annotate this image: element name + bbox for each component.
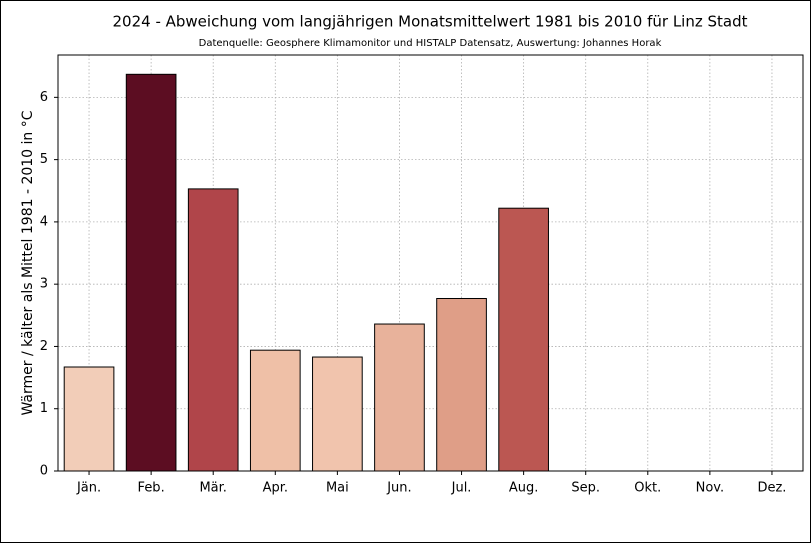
bar bbox=[374, 323, 425, 472]
y-tick-label: 6 bbox=[40, 90, 48, 105]
x-tick-label: Nov. bbox=[696, 481, 725, 496]
y-tick-label: 5 bbox=[40, 152, 48, 167]
x-tick-label: Feb. bbox=[138, 481, 165, 496]
x-tick-label: Apr. bbox=[263, 481, 288, 496]
bar bbox=[498, 207, 549, 472]
bar bbox=[436, 297, 487, 472]
x-tick-label: Dez. bbox=[757, 481, 786, 496]
x-tick-label: Aug. bbox=[509, 481, 539, 496]
y-tick-label: 2 bbox=[40, 339, 48, 354]
x-tick-label: Mär. bbox=[199, 481, 226, 496]
x-tick-label: Jun. bbox=[386, 481, 411, 496]
x-tick-label: Jän. bbox=[76, 481, 101, 496]
x-tick-label: Mai bbox=[326, 481, 349, 496]
y-tick-label: 4 bbox=[40, 214, 48, 229]
y-tick-label: 0 bbox=[40, 464, 48, 479]
bar bbox=[249, 349, 301, 472]
chart-title: 2024 - Abweichung vom langjährigen Monat… bbox=[113, 13, 748, 31]
y-tick-label: 1 bbox=[40, 401, 48, 416]
y-tick-label: 3 bbox=[40, 277, 48, 292]
plot-frame bbox=[57, 54, 804, 472]
x-tick-label: Okt. bbox=[634, 481, 661, 496]
chart-subtitle: Datenquelle: Geosphere Klimamonitor und … bbox=[199, 38, 662, 49]
x-tick-label: Jul. bbox=[451, 481, 472, 496]
bar bbox=[63, 366, 115, 472]
x-tick-label: Sep. bbox=[571, 481, 600, 496]
bar bbox=[312, 356, 363, 472]
y-axis-label: Wärmer / kälter als Mittel 1981 - 2010 i… bbox=[20, 110, 36, 415]
bar bbox=[187, 188, 239, 472]
bar bbox=[125, 73, 177, 472]
